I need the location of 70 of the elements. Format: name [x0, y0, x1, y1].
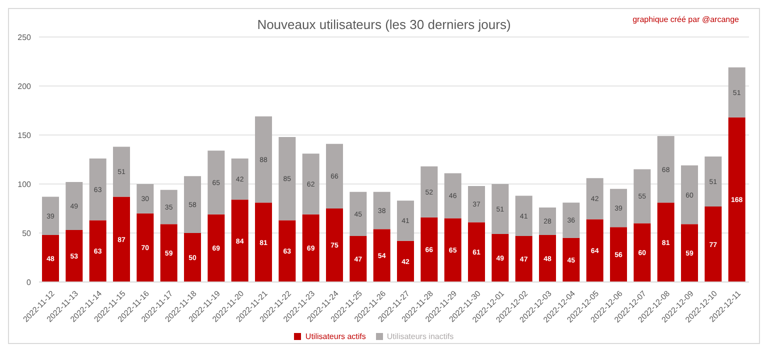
y-tick-label: 200 — [18, 82, 32, 91]
bar — [184, 176, 201, 233]
y-tick-label: 50 — [22, 228, 32, 238]
bar — [160, 190, 178, 224]
bar — [444, 173, 462, 218]
bar — [42, 196, 59, 235]
bar — [728, 117, 746, 282]
bar — [66, 230, 83, 282]
bar — [89, 158, 106, 220]
bar — [66, 182, 83, 230]
bar — [681, 224, 698, 282]
bar — [397, 240, 414, 282]
bar — [492, 234, 509, 282]
y-tick-label: 0 — [26, 278, 32, 287]
bar — [539, 234, 556, 282]
bar — [208, 150, 225, 214]
bar — [350, 236, 367, 282]
bar — [586, 219, 604, 282]
bar — [184, 233, 201, 282]
bar — [610, 227, 627, 282]
bar — [704, 156, 722, 207]
bar — [373, 192, 390, 230]
bar — [42, 234, 59, 282]
bar — [657, 136, 674, 203]
bar — [278, 136, 296, 220]
bar — [586, 178, 604, 220]
bar — [468, 222, 485, 282]
bar — [444, 218, 462, 282]
y-tick-label: 150 — [18, 130, 32, 140]
bar — [681, 165, 698, 224]
text: graphique créé par @arcange — [632, 15, 739, 24]
bar — [704, 206, 722, 282]
chart-title: Nouveaux utilisateurs (les 30 derniers jours) — [257, 17, 511, 32]
bar — [539, 208, 556, 235]
bar — [515, 236, 532, 282]
bar — [113, 146, 130, 197]
bar — [420, 217, 438, 282]
bar — [326, 208, 343, 282]
y-tick-label: 100 — [18, 180, 32, 189]
bar — [350, 192, 367, 236]
bar — [231, 200, 248, 282]
bar — [373, 229, 390, 282]
bar — [278, 220, 296, 282]
bar — [326, 144, 343, 208]
bar — [255, 116, 272, 203]
bar — [657, 202, 674, 282]
bar — [160, 224, 178, 282]
bar — [231, 158, 248, 200]
bar — [562, 238, 580, 282]
bar — [728, 67, 746, 118]
bar — [89, 220, 106, 282]
bar — [515, 196, 532, 236]
bar — [255, 202, 272, 282]
bar — [420, 166, 438, 218]
bar — [136, 184, 154, 214]
bar — [610, 188, 627, 228]
bar — [397, 200, 414, 241]
legend-label: Utilisateurs inactifs — [386, 332, 454, 341]
bar — [113, 196, 130, 282]
bar — [492, 184, 509, 234]
legend-label: Utilisateurs actifs — [305, 332, 366, 341]
bar — [468, 186, 485, 222]
y-tick-label: 250 — [18, 32, 32, 42]
bar — [562, 202, 580, 238]
bar — [302, 154, 320, 214]
bar — [634, 169, 651, 224]
bar — [208, 214, 225, 282]
bar — [302, 214, 320, 282]
bar — [634, 223, 651, 282]
bar — [136, 213, 154, 282]
